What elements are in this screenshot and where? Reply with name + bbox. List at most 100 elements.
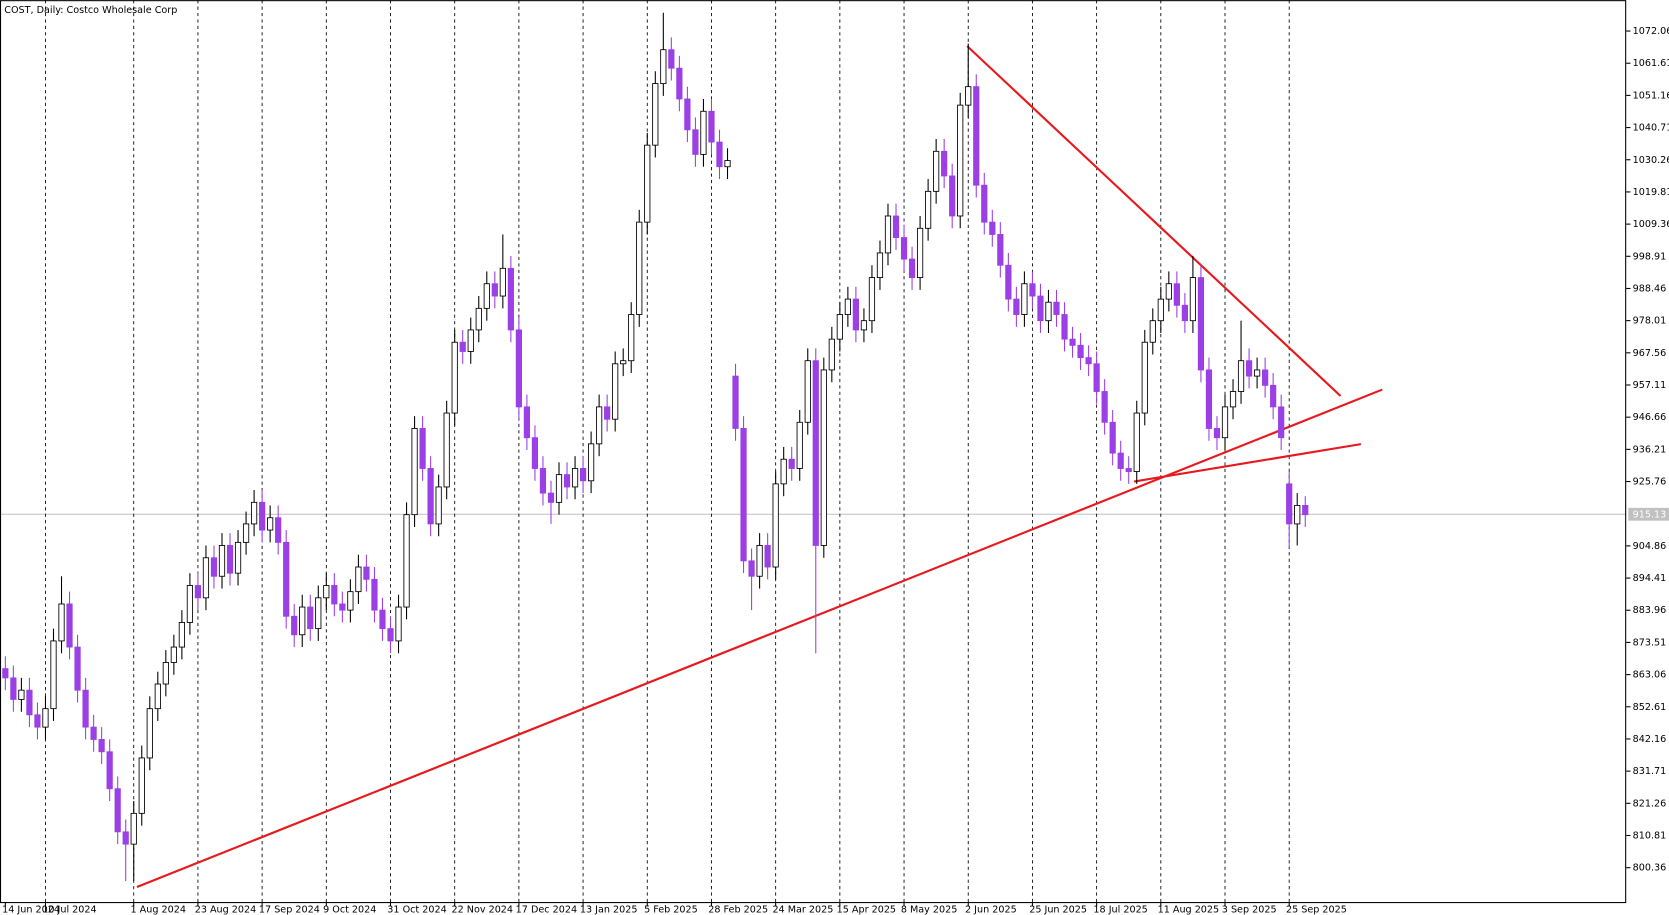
candle-body <box>692 129 699 155</box>
candle-body <box>796 421 803 469</box>
candle-body <box>1053 301 1060 315</box>
candle-body <box>226 545 234 574</box>
candle-body <box>218 545 226 577</box>
candle-body <box>1077 344 1084 359</box>
candle-body <box>138 757 145 814</box>
candle-body <box>852 298 860 331</box>
x-tick-label: 9 Oct 2024 <box>323 905 376 915</box>
candle-body <box>1045 301 1052 322</box>
candle-body <box>1213 428 1221 439</box>
candle-body <box>1270 384 1277 408</box>
candle-body <box>2 668 9 679</box>
candle-body <box>1278 406 1285 439</box>
y-tick-label: 863.06 <box>1633 670 1667 681</box>
candle-body <box>122 831 129 845</box>
candle-body <box>1237 360 1245 392</box>
y-tick-label: 1072.06 <box>1633 26 1669 37</box>
x-tick-label: 13 Jan 2025 <box>580 905 638 915</box>
candle-body <box>1229 391 1237 408</box>
y-tick-label: 894.41 <box>1633 573 1667 584</box>
candle-body <box>499 267 506 297</box>
candle-body <box>604 406 611 420</box>
candle-body <box>331 585 338 605</box>
candle-body <box>467 329 474 352</box>
last-price-label: 915.13 <box>1633 509 1667 520</box>
trendlines <box>136 45 1383 889</box>
candle-body <box>1037 295 1044 322</box>
x-tick-label: 3 Sep 2025 <box>1222 905 1277 915</box>
x-tick-label: 11 Aug 2025 <box>1158 905 1220 915</box>
candle-body <box>146 708 153 759</box>
candle-body <box>676 67 683 100</box>
candle-body <box>355 566 362 593</box>
candle-body <box>307 606 314 630</box>
y-tick-label: 957.11 <box>1633 380 1667 391</box>
y-tick-label: 925.76 <box>1633 477 1667 488</box>
candle-body <box>539 468 547 494</box>
x-tick-label: 2 Jun 2025 <box>965 905 1017 915</box>
candle-body <box>708 110 715 143</box>
candles <box>2 12 1309 882</box>
candle-body <box>242 523 250 543</box>
x-tick-label: 5 Feb 2025 <box>644 905 698 915</box>
candle-body <box>291 615 298 636</box>
candle-body <box>892 215 900 238</box>
candle-body <box>339 603 346 611</box>
candle-body <box>612 363 619 420</box>
candle-body <box>1109 421 1116 454</box>
candle-body <box>1125 468 1132 472</box>
y-tick-label: 800.36 <box>1633 863 1667 874</box>
candle-body <box>1262 369 1269 386</box>
y-tick-label: 1051.16 <box>1633 90 1669 101</box>
candle-body <box>1013 298 1020 315</box>
candle-body <box>267 517 274 531</box>
candle-body <box>1165 283 1172 300</box>
candle-body <box>523 406 531 439</box>
candle-body <box>371 578 378 611</box>
y-tick-label: 946.66 <box>1633 412 1667 423</box>
candle-body <box>965 86 972 106</box>
candle-body <box>748 560 755 577</box>
candle-body <box>588 443 595 482</box>
axes: 800.36 810.81 821.26 831.71 842.16 852.61 863.… <box>2 26 1669 915</box>
candle-body <box>250 501 258 525</box>
x-tick-label: 14 Jun 2024 <box>2 905 60 915</box>
candle-body <box>1061 314 1068 340</box>
candle-body <box>596 406 603 445</box>
y-tick-label: 967.56 <box>1633 348 1667 359</box>
x-tick-label: 25 Sep 2025 <box>1286 905 1347 915</box>
y-tick-label: 821.26 <box>1633 798 1667 809</box>
candle-body <box>531 437 539 469</box>
y-tick-label: 1030.26 <box>1633 155 1669 166</box>
y-tick-label: 842.16 <box>1633 734 1667 745</box>
candle-body <box>884 215 892 254</box>
y-tick-label: 810.81 <box>1633 830 1667 841</box>
candle-body <box>427 468 434 525</box>
candle-body <box>732 375 739 429</box>
candle-body <box>299 606 306 636</box>
candle-body <box>1286 483 1293 525</box>
candle-body <box>26 689 33 716</box>
candle-body <box>547 492 555 503</box>
candle-body <box>363 566 370 580</box>
candle-body <box>347 591 354 611</box>
candle-body <box>58 603 65 642</box>
candle-body <box>178 622 185 648</box>
candle-body <box>1069 338 1076 346</box>
candle-body <box>828 338 835 371</box>
candle-body <box>315 597 322 630</box>
candle-body <box>1197 277 1205 371</box>
candle-body <box>162 662 169 685</box>
candle-body <box>900 237 908 260</box>
candle-body <box>283 541 290 617</box>
y-tick-label: 831.71 <box>1633 766 1667 777</box>
x-tick-label: 22 Nov 2024 <box>451 905 513 915</box>
x-tick-label: 24 Mar 2025 <box>772 905 833 915</box>
candle-body <box>1021 283 1028 315</box>
y-tick-label: 936.21 <box>1633 444 1667 455</box>
candle-body <box>628 314 635 362</box>
candle-body <box>379 609 386 630</box>
x-tick-label: 1 Aug 2024 <box>131 905 186 915</box>
candle-body <box>989 221 996 235</box>
candle-body <box>1294 505 1301 525</box>
